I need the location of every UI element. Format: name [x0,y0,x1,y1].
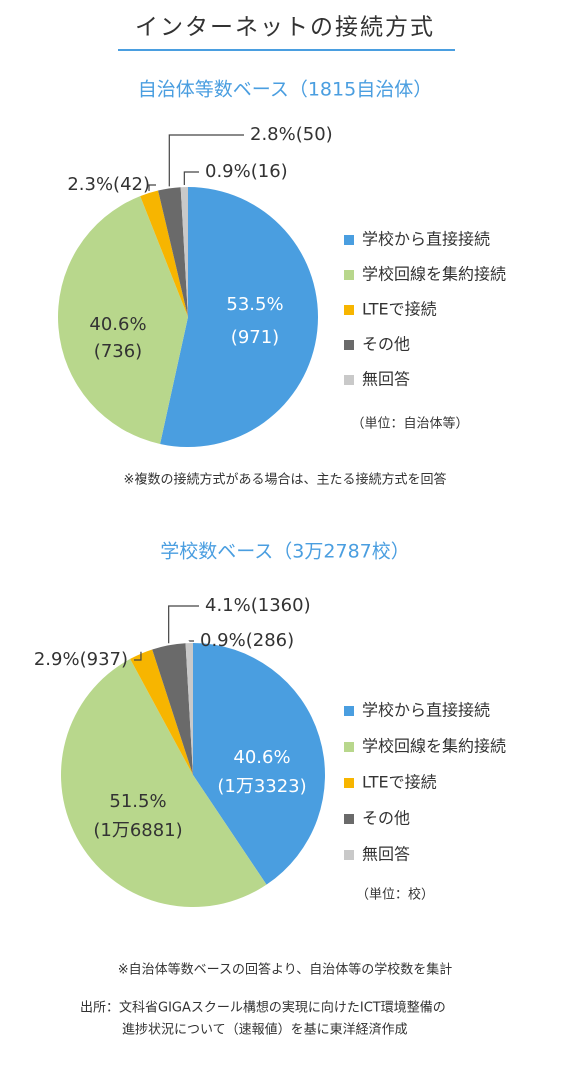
legend-label: 学校回線を集約接続 [362,265,506,284]
legend-swatch [344,814,354,824]
count-label: (286) [246,630,294,651]
legend-swatch [344,340,354,350]
legend-label: その他 [362,809,410,828]
leader-line [134,651,142,661]
legend-label: 無回答 [362,370,410,389]
unit-note: （単位：校） [356,887,434,903]
unit-note: （単位：自治体等） [351,416,468,432]
data-label: 2.8%(50) [250,124,333,145]
legend-swatch [344,270,354,280]
value-label: 4.1% [205,595,251,616]
title: インターネットの接続方式 [135,15,435,41]
subtitle: 自治体等数ベース（1815自治体） [138,79,432,101]
legend-swatch [344,706,354,716]
legend-swatch [344,375,354,385]
pie-slice [158,187,188,317]
count-label: (736) [94,341,142,362]
footnote: ※複数の接続方式がある場合は、主たる接続方式を回答 [124,472,447,488]
count-label: (1360) [251,595,311,616]
count-label: (971) [231,327,279,348]
data-label: 2.9%(937) [34,649,128,670]
pie-slice [180,187,188,317]
legend-swatch [344,235,354,245]
legend-label: その他 [362,335,410,354]
count-label: (42) [113,174,150,195]
value-label: 51.5% [109,791,166,812]
data-label: 0.9%(16) [205,161,288,182]
legend-swatch [344,778,354,788]
legend-label: LTEで接続 [362,773,437,792]
source: 進捗状況について（速報値）を基に東洋経済作成 [122,1022,408,1038]
data-label: 0.9%(286) [200,630,294,651]
value-label: 2.3% [67,174,113,195]
leader-line [168,134,244,187]
count-label: (16) [251,161,288,182]
pie-slice [193,643,325,885]
leader-line [148,184,156,191]
footnote: ※自治体等数ベースの回答より、自治体等の学校数を集計 [118,962,452,978]
source: 出所：文科省GIGAスクール構想の実現に向けたICT環境整備の [80,1000,446,1016]
legend-swatch [344,742,354,752]
value-label: 2.8% [250,124,296,145]
pie-slice [130,649,193,775]
pie-slice [160,187,319,448]
count-label: (50) [296,124,333,145]
pie-slice [61,658,267,907]
count-label: (1万6881) [93,820,182,841]
pie-slice [152,643,193,775]
legend-label: 学校から直接接続 [362,230,490,249]
legend-swatch [344,850,354,860]
data-label: 2.3%(42) [67,174,150,195]
leader-line [183,171,199,186]
legend-label: 学校回線を集約接続 [362,737,506,756]
legend-label: 学校から直接接続 [362,701,490,720]
pie-slice [58,196,188,444]
value-label: 0.9% [200,630,246,651]
count-label: (1万3323) [217,776,306,797]
subtitle: 学校数ベース（3万2787校） [160,541,410,563]
value-label: 2.9% [34,649,80,670]
pie-slice [140,190,188,317]
value-label: 53.5% [226,294,283,315]
legend-label: 無回答 [362,845,410,864]
value-label: 0.9% [205,161,251,182]
legend-swatch [344,305,354,315]
legend-label: LTEで接続 [362,300,437,319]
data-label: 4.1%(1360) [205,595,311,616]
value-label: 40.6% [89,314,146,335]
count-label: (937) [80,649,128,670]
pie-slice [185,643,193,775]
leader-line [168,605,199,644]
value-label: 40.6% [233,747,290,768]
